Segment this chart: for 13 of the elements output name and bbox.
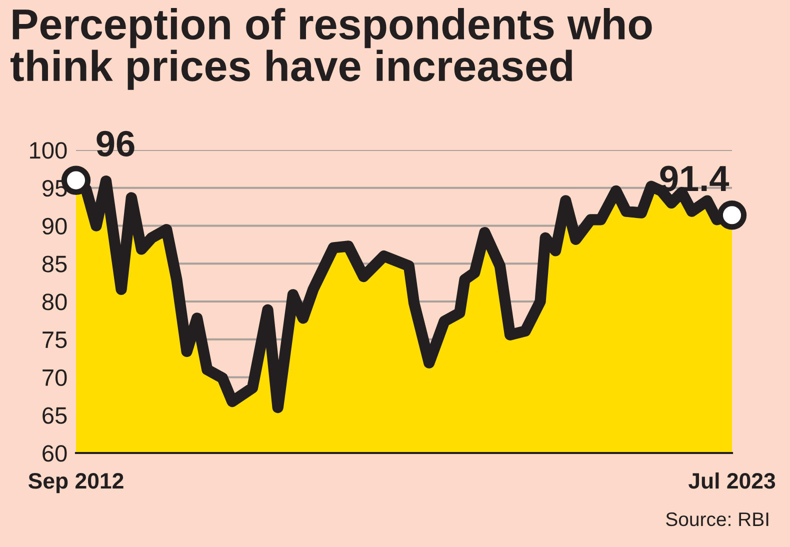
x-tick-label: Jul 2023 [688,472,776,489]
y-tick-label: 85 [42,256,67,272]
y-tick-label: 90 [42,218,67,235]
y-tick-label: 75 [42,332,67,348]
annotation: 96 [96,130,134,156]
y-tick-label: 80 [42,294,67,310]
x-tick-label: Sep 2012 [28,473,124,494]
y-tick-label: 100 [30,142,67,159]
source-note: Source: RBI [666,512,768,526]
y-tick-label: 60 [42,445,67,462]
y-tick-label: 70 [42,369,67,386]
y-tick-label: 65 [42,407,67,424]
chart-title: Perception of respondents who think prices have increased [10,8,652,90]
